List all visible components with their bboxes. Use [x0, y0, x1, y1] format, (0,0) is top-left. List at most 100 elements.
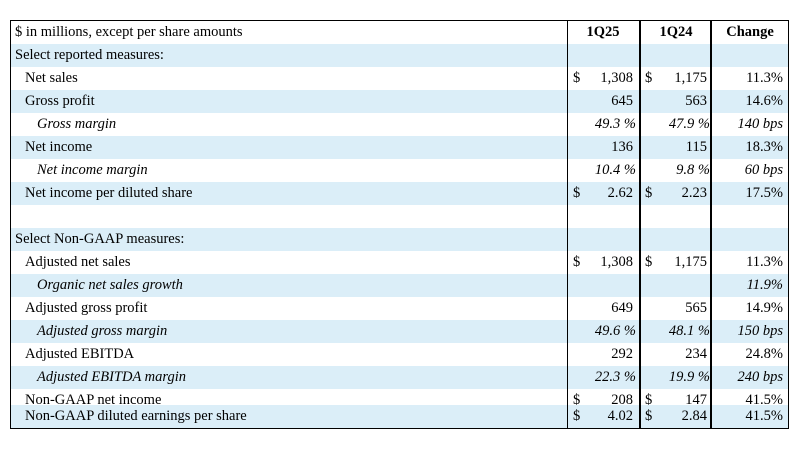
cell-1q25: 49.6 % [594, 323, 636, 339]
cell-1q24: 19.9 % [668, 369, 710, 385]
currency-symbol: $ [573, 392, 581, 408]
cell-1q25: $4.02 [569, 405, 637, 428]
cell-value: 208 [611, 392, 633, 408]
cell-value: 2.23 [681, 185, 707, 201]
table-row: Organic net sales growth 11.9% [11, 274, 788, 297]
cell-1q25: 649 [611, 300, 633, 316]
table-row: Select Non-GAAP measures: [11, 228, 788, 251]
section-label-nongaap: Select Non-GAAP measures: [15, 231, 185, 247]
cell-change: 41.5% [745, 392, 783, 408]
cell-1q24: 9.8 % [676, 162, 710, 178]
table-row: Adjusted gross profit 649 565 14.9% [11, 297, 788, 320]
currency-symbol: $ [573, 254, 581, 270]
row-label: Adjusted EBITDA [25, 346, 135, 362]
header-change: Change [726, 24, 774, 40]
row-label: Gross profit [25, 93, 95, 109]
table-row: Gross profit 645 563 14.6% [11, 90, 788, 113]
cell-1q25: 136 [611, 139, 633, 155]
cell-value: 1,308 [600, 254, 633, 270]
cell-value: 1,175 [674, 70, 707, 86]
row-label: Organic net sales growth [37, 277, 183, 293]
cell-1q24: $2.23 [641, 182, 711, 205]
cell-1q24: 47.9 % [668, 116, 710, 132]
table-header-row: $ in millions, except per share amounts … [11, 21, 788, 45]
cell-1q24: 565 [685, 300, 707, 316]
cell-change: 17.5% [745, 185, 783, 201]
table-row: Gross margin 49.3 % 47.9 % 140 bps [11, 113, 788, 136]
cell-value: 2.84 [681, 408, 707, 424]
row-label: Net income [25, 139, 93, 155]
row-label: Adjusted EBITDA margin [37, 369, 187, 385]
cell-value: 4.02 [607, 408, 633, 424]
cell-1q25: 10.4 % [594, 162, 636, 178]
cell-1q25: 292 [611, 346, 633, 362]
cell-1q25: $1,308 [569, 251, 637, 274]
cell-change: 18.3% [745, 139, 783, 155]
row-label: Net income margin [37, 162, 148, 178]
table-row: Net sales $1,308 $1,175 11.3% [11, 67, 788, 90]
table-row: Adjusted EBITDA 292 234 24.8% [11, 343, 788, 366]
currency-symbol: $ [645, 70, 653, 86]
table-row: Net income margin 10.4 % 9.8 % 60 bps [11, 159, 788, 182]
cell-value: 1,175 [674, 254, 707, 270]
cell-1q25: 645 [611, 93, 633, 109]
currency-symbol: $ [645, 185, 653, 201]
currency-symbol: $ [645, 408, 653, 424]
cell-1q24: 48.1 % [668, 323, 710, 339]
row-label: Gross margin [37, 116, 117, 132]
cell-change: 24.8% [745, 346, 783, 362]
column-divider [639, 21, 641, 428]
cell-change: 140 bps [737, 116, 783, 132]
financial-summary-table: $ in millions, except per share amounts … [10, 20, 789, 429]
table-row: Net income per diluted share $2.62 $2.23… [11, 182, 788, 205]
cell-1q24: 115 [685, 139, 707, 155]
cell-value: 2.62 [607, 185, 633, 201]
cell-change: 41.5% [745, 408, 783, 424]
table-row: Adjusted EBITDA margin 22.3 % 19.9 % 240… [11, 366, 788, 389]
table-row: Non-GAAP diluted earnings per share $4.0… [11, 405, 788, 428]
cell-change: 60 bps [744, 162, 783, 178]
row-label [15, 205, 565, 228]
table-row: Select reported measures: [11, 44, 788, 67]
cell-1q25: 22.3 % [594, 369, 636, 385]
cell-1q25: 49.3 % [594, 116, 636, 132]
cell-1q24: $2.84 [641, 405, 711, 428]
cell-value: 147 [685, 392, 707, 408]
table-row: Adjusted net sales $1,308 $1,175 11.3% [11, 251, 788, 274]
cell-change: 11.3% [746, 254, 783, 270]
column-divider [567, 21, 568, 428]
currency-symbol: $ [645, 254, 653, 270]
header-1q25: 1Q25 [586, 24, 620, 40]
cell-1q25: $208 [569, 389, 637, 412]
cell-1q25: $1,308 [569, 67, 637, 90]
header-units-label: $ in millions, except per share amounts [15, 24, 243, 40]
cell-1q24: $1,175 [641, 251, 711, 274]
currency-symbol: $ [573, 70, 581, 86]
cell-1q25: $2.62 [569, 182, 637, 205]
table-row: Adjusted gross margin 49.6 % 48.1 % 150 … [11, 320, 788, 343]
header-1q24: 1Q24 [659, 24, 693, 40]
cell-value: 1,308 [600, 70, 633, 86]
table-row: Non-GAAP net income $208 $147 41.5% [11, 389, 788, 412]
cell-change: 14.6% [745, 93, 783, 109]
row-label: Adjusted gross profit [25, 300, 148, 316]
cell-change: 11.3% [746, 70, 783, 86]
table-row-spacer [11, 205, 788, 228]
currency-symbol: $ [573, 408, 581, 424]
cell-change: 240 bps [737, 369, 783, 385]
cell-change: 11.9% [746, 277, 783, 293]
row-label: Non-GAAP diluted earnings per share [25, 408, 247, 424]
row-label: Non-GAAP net income [25, 392, 162, 408]
cell-1q24: $1,175 [641, 67, 711, 90]
cell-change: 14.9% [745, 300, 783, 316]
section-label-reported: Select reported measures: [15, 47, 164, 63]
table-row: Net income 136 115 18.3% [11, 136, 788, 159]
row-label: Adjusted net sales [25, 254, 131, 270]
row-label: Net income per diluted share [25, 185, 193, 201]
cell-1q24: $147 [641, 389, 711, 412]
cell-1q24: 234 [685, 346, 707, 362]
currency-symbol: $ [573, 185, 581, 201]
row-label: Adjusted gross margin [37, 323, 168, 339]
cell-1q24: 563 [685, 93, 707, 109]
row-label: Net sales [25, 70, 78, 86]
